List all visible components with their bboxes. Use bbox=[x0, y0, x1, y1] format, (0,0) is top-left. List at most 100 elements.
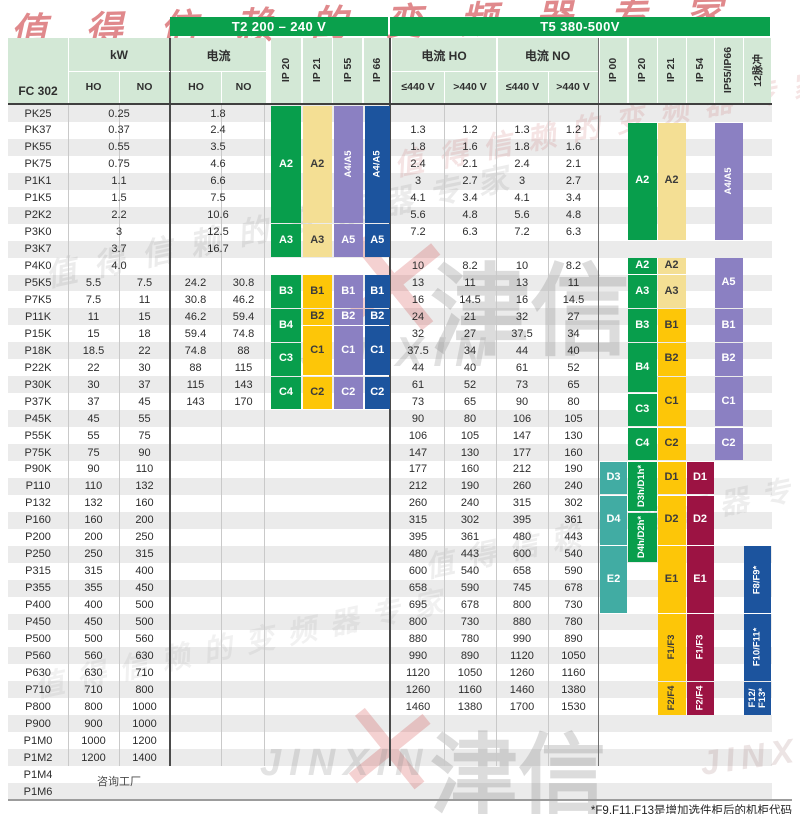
frame-code-label: C1 bbox=[370, 343, 385, 356]
cell-kw: 315 bbox=[84, 565, 103, 578]
cell-t2-current: 30.8 bbox=[184, 293, 207, 306]
cell-kw: 75 bbox=[87, 446, 100, 459]
cell-t5-current: 16 bbox=[411, 293, 425, 306]
cell-t5-current: 13 bbox=[515, 277, 529, 289]
cell-t5-current: 147 bbox=[512, 429, 532, 442]
frame-block-c3: C3 bbox=[628, 393, 657, 427]
cell-t5-current: 65 bbox=[463, 395, 477, 408]
cell-t5-current: 1050 bbox=[561, 649, 586, 662]
frame-block-d3: D3 bbox=[600, 461, 627, 495]
cell-t5-current: 21 bbox=[463, 310, 477, 323]
cell-t5-current: 65 bbox=[567, 378, 580, 391]
frame-block-b1: B1 bbox=[333, 275, 363, 308]
cell-kw: 18 bbox=[138, 327, 151, 340]
cell-kw: 500 bbox=[135, 616, 154, 628]
frame-block-b3: B3 bbox=[628, 309, 657, 342]
frame-block-f1-f3: F1/F3 bbox=[686, 614, 714, 681]
frame-code-label: F8/F9* bbox=[751, 565, 763, 594]
cell-t5-current: 61 bbox=[515, 361, 529, 374]
cell-t5-current: 61 bbox=[411, 378, 425, 391]
cell-kw: 0.37 bbox=[108, 124, 130, 137]
consult-factory-note: 咨询工厂 bbox=[97, 776, 141, 788]
frame-block-a3: A3 bbox=[628, 275, 657, 308]
frame-code-label: A2 bbox=[635, 174, 650, 187]
frame-block-b4: B4 bbox=[628, 343, 657, 393]
header-divider bbox=[362, 38, 364, 103]
frame-code-label: C3 bbox=[278, 352, 294, 365]
cell-kw: 5.5 bbox=[85, 277, 102, 289]
frame-code-label: D4 bbox=[606, 513, 621, 526]
frame-block-b1: B1 bbox=[302, 275, 332, 308]
frame-block-a2: A2 bbox=[271, 105, 301, 223]
cell-t2-current: 46.2 bbox=[184, 310, 207, 323]
cell-kw: 132 bbox=[84, 497, 103, 510]
frame-code-label: A5 bbox=[370, 233, 385, 246]
cell-model: P710 bbox=[25, 683, 51, 696]
t2-current-header-label: 电流 bbox=[206, 48, 231, 63]
frame-block-a2: A2 bbox=[302, 105, 332, 223]
cell-t5-current: 780 bbox=[460, 632, 480, 645]
frame-code-label: B1 bbox=[370, 284, 385, 297]
header-divider bbox=[685, 38, 687, 103]
cell-t5-current: 190 bbox=[564, 463, 583, 476]
cell-t5-current: 2.7 bbox=[462, 175, 478, 188]
cell-model: P1K1 bbox=[24, 175, 52, 188]
cell-t5-current: 361 bbox=[564, 514, 583, 527]
cell-t2-current: 24.2 bbox=[184, 277, 207, 289]
frame-code-label: A2 bbox=[310, 157, 325, 170]
column-divider bbox=[264, 105, 265, 767]
cell-kw: 400 bbox=[84, 599, 103, 612]
frame-code-label: F12/ F13* bbox=[746, 688, 768, 709]
cell-model: P5K5 bbox=[24, 277, 52, 289]
cell-t5-current: 24 bbox=[411, 310, 425, 323]
cell-t5-current: 1120 bbox=[406, 666, 430, 679]
t5-ho-gt440-label: >440 V bbox=[453, 81, 487, 93]
cell-t5-current: 658 bbox=[512, 565, 532, 578]
column-divider bbox=[548, 105, 549, 767]
frame-code-label: A3 bbox=[635, 284, 650, 297]
frame-block-f1-f3: F1/F3 bbox=[657, 614, 686, 681]
cell-kw: 3.7 bbox=[111, 243, 127, 256]
cell-t5-current: 147 bbox=[408, 446, 428, 459]
frame-code-label: C2 bbox=[370, 386, 385, 399]
cell-t5-current: 600 bbox=[512, 548, 532, 561]
section-divider bbox=[597, 38, 599, 767]
cell-kw: 55 bbox=[87, 429, 100, 442]
cell-kw: 0.25 bbox=[108, 107, 130, 120]
cell-t5-current: 1.6 bbox=[462, 141, 478, 154]
cell-t5-current: 1460 bbox=[509, 683, 535, 696]
frame-code-label: A5 bbox=[341, 233, 356, 246]
cell-t2-current: 10.6 bbox=[207, 209, 229, 222]
frame-block-b1: B1 bbox=[714, 309, 743, 342]
cell-t5-current: 260 bbox=[512, 480, 532, 493]
cell-t5-current: 1.2 bbox=[462, 124, 478, 137]
cell-t5-current: 678 bbox=[564, 582, 583, 595]
cell-t5-current: 590 bbox=[460, 582, 480, 595]
cell-model: PK25 bbox=[24, 107, 52, 120]
cell-t5-current: 14.5 bbox=[459, 293, 481, 306]
cell-kw: 132 bbox=[135, 480, 154, 493]
cell-model: P315 bbox=[25, 565, 51, 578]
cell-t5-current: 1380 bbox=[457, 700, 483, 713]
cell-kw: 55 bbox=[138, 412, 151, 425]
cell-model: P450 bbox=[25, 616, 51, 628]
frame-block-c1: C1 bbox=[657, 376, 686, 427]
cell-t5-current: 260 bbox=[408, 497, 428, 510]
cell-model: P30K bbox=[24, 378, 52, 391]
frame-block-a2: A2 bbox=[657, 258, 686, 274]
column-divider bbox=[68, 105, 69, 767]
frame-code-label: D1 bbox=[664, 471, 679, 484]
cell-kw: 355 bbox=[84, 582, 103, 595]
kw-no-label: NO bbox=[136, 81, 153, 93]
cell-model: PK55 bbox=[24, 141, 52, 154]
fc302-label: FC 302 bbox=[18, 84, 58, 98]
frame-block-b3: B3 bbox=[271, 275, 301, 308]
cell-t5-current: 658 bbox=[408, 582, 428, 595]
cell-model: P1M4 bbox=[23, 768, 53, 781]
frame-code-label: A3 bbox=[664, 284, 679, 297]
frame-code-label: B3 bbox=[635, 318, 650, 331]
t2-ip66-header: IP 66 bbox=[370, 57, 383, 83]
frame-block-d4h-d2h: D4h/D2h* bbox=[628, 512, 657, 562]
cell-model: P1M6 bbox=[23, 785, 53, 798]
cell-t5-current: 1260 bbox=[405, 683, 431, 696]
